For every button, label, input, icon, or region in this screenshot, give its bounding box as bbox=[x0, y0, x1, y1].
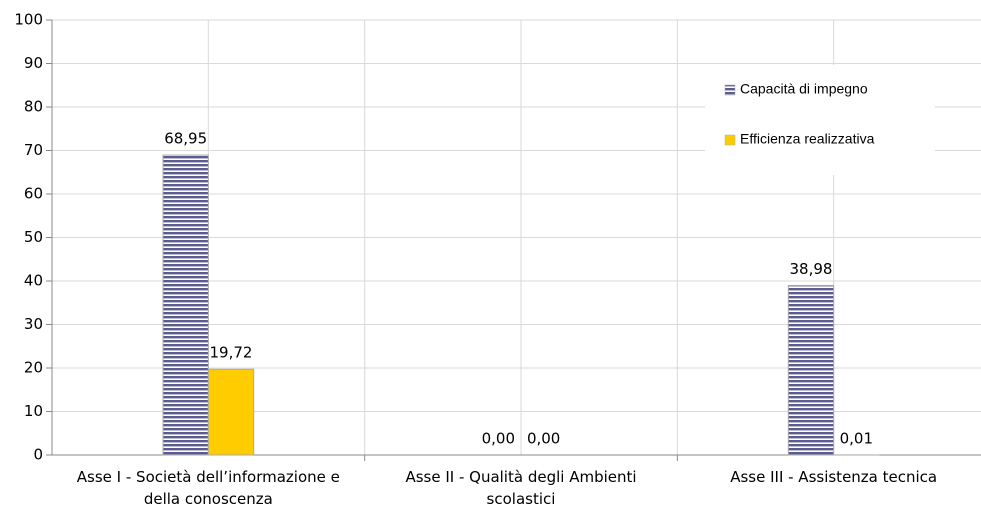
y-tick-label: 40 bbox=[24, 272, 43, 290]
legend-swatch bbox=[724, 84, 736, 96]
y-tick-label: 90 bbox=[24, 54, 43, 72]
value-label: 19,72 bbox=[210, 344, 253, 362]
bar bbox=[162, 154, 209, 456]
legend-label: Capacità di impegno bbox=[740, 81, 868, 97]
x-tick-label: Asse II - Qualità degli Ambienti scolasti… bbox=[405, 468, 636, 508]
y-tick-label: 80 bbox=[24, 98, 43, 116]
value-label: 0,00 bbox=[527, 430, 560, 448]
legend-box bbox=[705, 65, 935, 175]
legend-swatch bbox=[724, 134, 736, 146]
y-tick-label: 50 bbox=[24, 228, 43, 246]
x-tick-label: Asse III - Assistenza tecnica bbox=[730, 468, 937, 486]
y-tick-label: 60 bbox=[24, 185, 43, 203]
bar bbox=[787, 284, 835, 456]
value-label: 0,01 bbox=[840, 429, 873, 447]
y-tick-label: 70 bbox=[24, 141, 43, 159]
y-tick-label: 100 bbox=[14, 11, 43, 29]
bar bbox=[207, 368, 255, 456]
y-tick-label: 30 bbox=[24, 315, 43, 333]
value-label: 68,95 bbox=[164, 130, 207, 148]
y-tick-label: 20 bbox=[24, 359, 43, 377]
x-tick-label: Asse I - Società dell’informazione e dell… bbox=[77, 468, 340, 508]
value-label: 0,00 bbox=[482, 430, 515, 448]
value-label: 38,98 bbox=[790, 260, 833, 278]
y-tick-label: 0 bbox=[33, 446, 43, 464]
y-tick-label: 10 bbox=[24, 402, 43, 420]
legend-label: Efficienza realizzativa bbox=[740, 131, 875, 147]
